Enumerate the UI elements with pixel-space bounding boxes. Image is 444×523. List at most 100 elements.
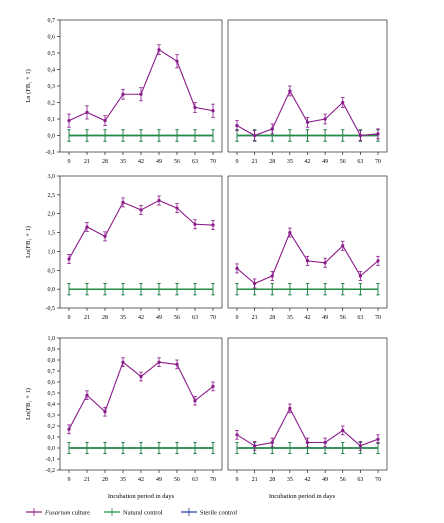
y-tick-label: 0,2	[48, 101, 56, 107]
data-point-fusarium	[85, 393, 89, 397]
x-tick-label: 28	[269, 315, 275, 321]
data-point-fusarium	[270, 127, 274, 131]
panel-5: 1,0 0,9 0,8 0,7 0,6 0,5 0,4 0,3 0,2 0,1 0,0 -0,1 -0,…	[25, 336, 223, 483]
data-point-fusarium	[139, 208, 143, 212]
data-point-fusarium	[211, 384, 215, 388]
data-point-fusarium	[175, 362, 179, 366]
x-tick-label: 49	[322, 477, 328, 483]
x-tick-label: 42	[305, 315, 311, 321]
x-tick-label: 21	[252, 477, 258, 483]
legend-natural-label: Natural control	[123, 510, 163, 517]
x-tick-label: 21	[84, 477, 90, 483]
data-point-fusarium	[121, 360, 125, 364]
x-tick-label: 28	[102, 315, 108, 321]
data-point-fusarium	[103, 234, 107, 238]
data-point-fusarium	[103, 410, 107, 414]
x-tick-label: 21	[252, 315, 258, 321]
panel-1: 0,7 0,6 0,5 0,4 0,3 0,2 0,1 0,0 -0,1 Ln (FB₁ + 1)…	[25, 18, 223, 165]
x-tick-label: 9	[236, 159, 239, 165]
y-tick-label: 0,0	[48, 287, 56, 293]
x-tick-label: 21	[84, 159, 90, 165]
x-tick-label: 49	[322, 159, 328, 165]
x-tick-label: 9	[68, 477, 71, 483]
data-point-fusarium	[193, 399, 197, 403]
data-point-fusarium	[341, 428, 345, 432]
x-tick-label: 49	[156, 315, 162, 321]
data-point-fusarium	[157, 360, 161, 364]
y-axis-title: Ln(FB₁ + 1)	[25, 226, 32, 258]
x-tick-label: 21	[84, 315, 90, 321]
y-tick-label: -0,2	[46, 468, 56, 474]
y-axis-title: Ln(FB₁ + 1)	[25, 388, 32, 420]
panel-6: 9 21 28 35 42 49 56 63 70	[227, 337, 388, 483]
y-tick-label: 1,0	[48, 336, 56, 342]
x-tick-label: 42	[138, 477, 144, 483]
y-tick-label: 0,4	[48, 402, 56, 408]
legend-item-natural: Natural control	[104, 508, 163, 517]
y-tick-label: 0,0	[48, 134, 56, 140]
x-axis-title-left: Incubation period in days	[108, 493, 175, 500]
data-point-fusarium	[305, 120, 310, 124]
x-tick-label: 70	[375, 159, 381, 165]
data-point-fusarium	[67, 119, 71, 123]
y-tick-label: 0,7	[48, 18, 56, 24]
legend-item-sterile: Sterile control	[181, 508, 237, 517]
x-axis-title-right: Incubation period in days	[269, 493, 336, 500]
series-line-fusarium	[68, 48, 214, 122]
x-tick-label: 56	[174, 315, 180, 321]
y-tick-label: 0,3	[48, 84, 56, 90]
panel-2: 9 21 28 35 42 49 56 63 70	[227, 19, 388, 165]
x-tick-label: 28	[269, 159, 275, 165]
y-tick-label: 0,8	[48, 358, 56, 364]
series-line-fusarium	[236, 89, 379, 137]
data-point-fusarium	[270, 440, 274, 445]
series-natural	[67, 442, 215, 454]
data-point-fusarium	[211, 109, 215, 113]
x-tick-label: 63	[357, 159, 363, 165]
data-point-fusarium	[376, 437, 380, 441]
y-tick-label: 0,2	[48, 424, 56, 430]
data-point-fusarium	[193, 222, 197, 226]
legend-fusarium-label: Fusarium culture	[44, 510, 90, 517]
x-tick-label: 35	[120, 477, 126, 483]
data-point-fusarium	[288, 406, 292, 410]
x-tick-label: 70	[210, 159, 216, 165]
data-point-fusarium	[341, 244, 345, 248]
series-fusarium	[67, 44, 215, 128]
data-point-fusarium	[270, 274, 274, 278]
data-point-fusarium	[175, 59, 179, 63]
y-tick-label: 0,5	[48, 268, 56, 274]
x-tick-label: 35	[120, 315, 126, 321]
data-point-fusarium	[376, 132, 380, 136]
x-tick-label: 56	[340, 159, 346, 165]
x-tick-label: 28	[269, 477, 275, 483]
x-tick-label: 49	[322, 315, 328, 321]
data-point-fusarium	[121, 200, 125, 204]
data-point-fusarium	[288, 230, 292, 235]
x-tick-label: 56	[340, 477, 346, 483]
x-tick-label: 35	[120, 159, 126, 165]
data-point-fusarium	[323, 440, 327, 445]
x-tick-label: 63	[192, 477, 198, 483]
series-fusarium	[67, 357, 215, 435]
legend: Fusarium culture Natural control Sterile…	[26, 508, 237, 517]
data-point-fusarium	[121, 92, 125, 96]
x-tick-label: 49	[156, 159, 162, 165]
data-point-fusarium	[103, 119, 107, 123]
x-tick-label: 21	[252, 159, 258, 165]
data-point-fusarium	[157, 198, 161, 203]
data-point-fusarium	[175, 206, 179, 210]
y-tick-label: 0,9	[48, 347, 56, 353]
y-tick-label: 0,4	[48, 68, 56, 74]
y-tick-label: -0,1	[46, 457, 56, 463]
data-point-fusarium	[139, 374, 143, 379]
x-tick-label: 35	[287, 315, 293, 321]
x-tick-label: 9	[68, 159, 71, 165]
series-fusarium	[235, 227, 380, 289]
y-tick-label: 0,3	[48, 413, 56, 419]
y-tick-label: 0,5	[48, 51, 56, 57]
series-fusarium	[235, 85, 380, 141]
x-tick-label: 63	[357, 315, 363, 321]
data-point-fusarium	[305, 259, 310, 263]
data-point-fusarium	[305, 440, 310, 445]
